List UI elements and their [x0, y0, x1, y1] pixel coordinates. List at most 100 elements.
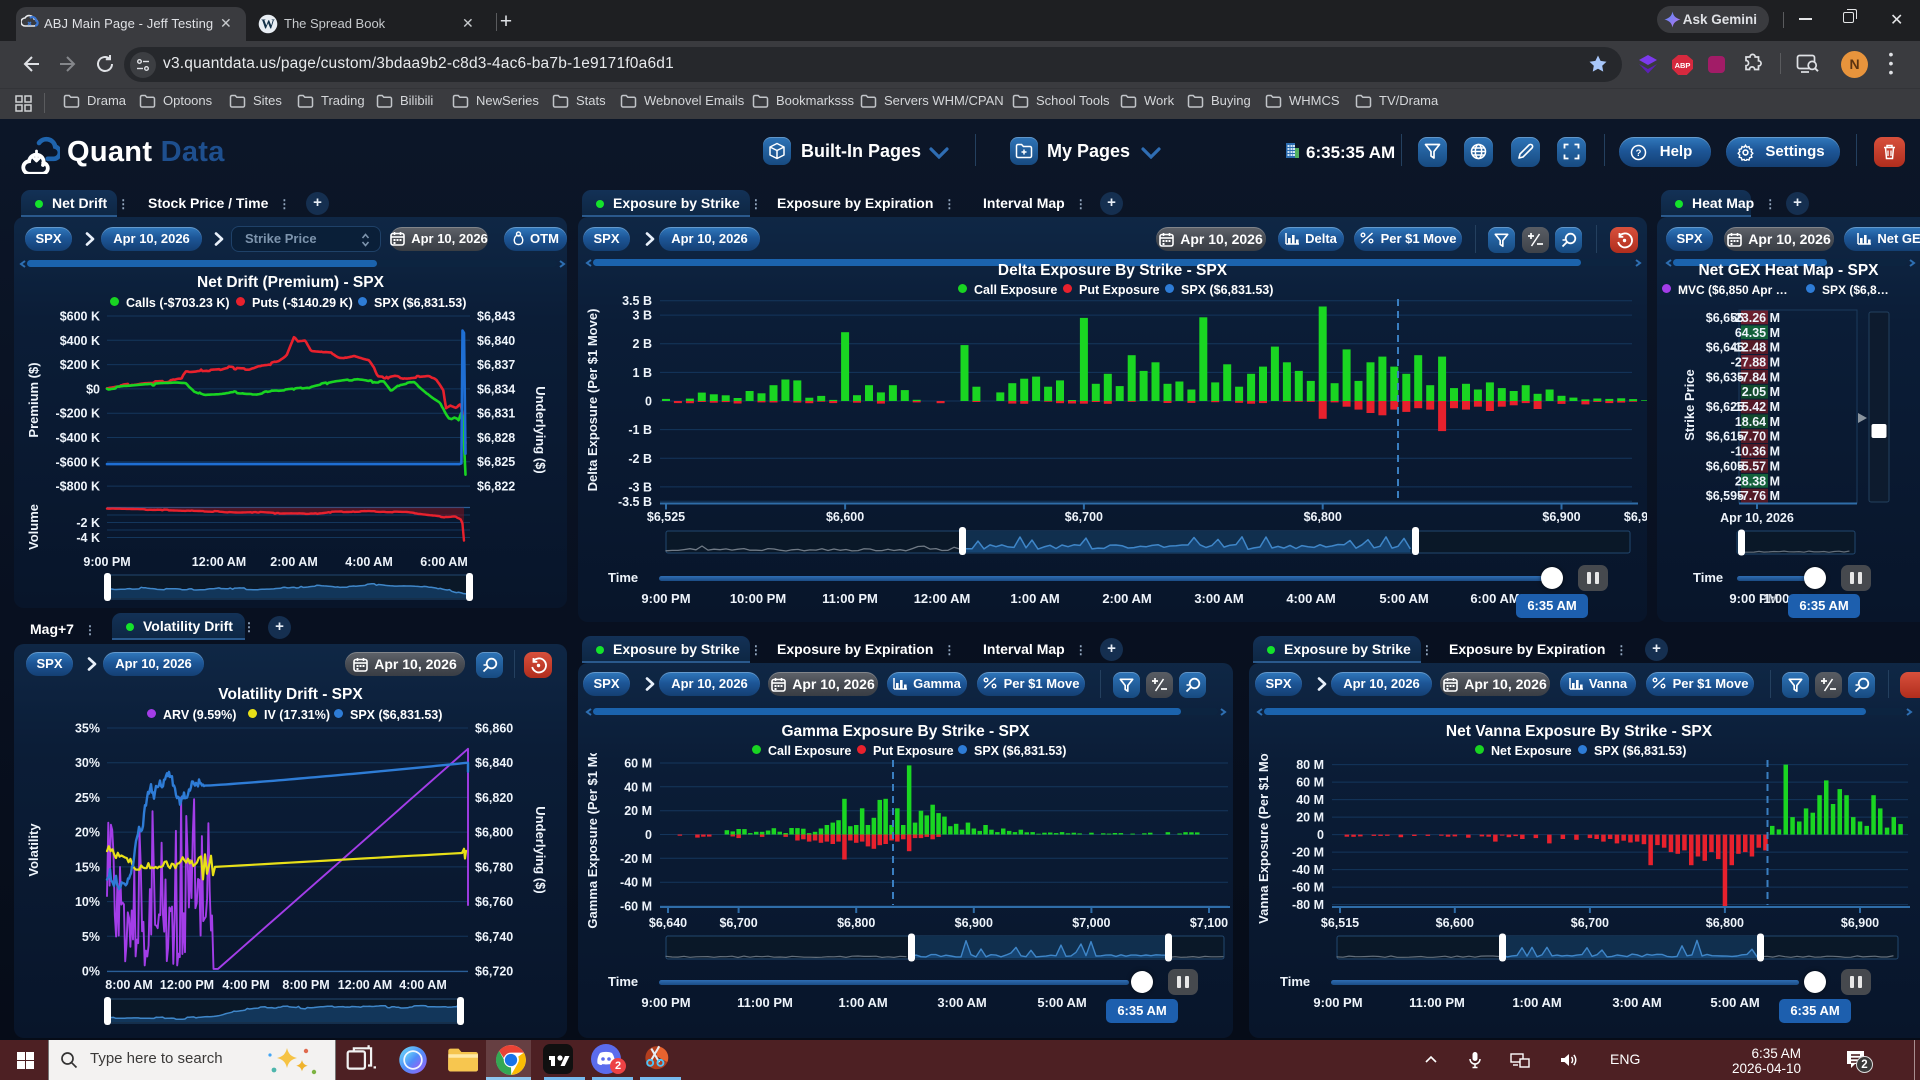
svg-text:3.5 B: 3.5 B	[622, 294, 652, 308]
svg-text:8:00 PM: 8:00 PM	[282, 978, 329, 992]
svg-text:0: 0	[645, 395, 652, 409]
svg-text:Underlying ($): Underlying ($)	[533, 806, 548, 893]
svg-text:$6,600: $6,600	[1436, 916, 1474, 930]
svg-text:$6,780: $6,780	[475, 860, 513, 874]
svg-text:30%: 30%	[75, 756, 100, 770]
svg-text:2.05 M: 2.05 M	[1742, 385, 1780, 399]
svg-text:4:00 AM: 4:00 AM	[399, 978, 446, 992]
svg-text:$6,625: $6,625	[1706, 400, 1744, 414]
svg-text:$6,900: $6,900	[955, 916, 993, 930]
svg-text:-3.5 B: -3.5 B	[618, 495, 652, 509]
svg-text:-20 M: -20 M	[620, 852, 652, 866]
svg-text:$6,595: $6,595	[1706, 489, 1744, 503]
svg-text:$6,525: $6,525	[647, 510, 685, 524]
svg-text:40 M: 40 M	[624, 780, 652, 794]
svg-text:Premium ($): Premium ($)	[26, 362, 41, 437]
svg-text:$6,645: $6,645	[1706, 341, 1744, 355]
svg-text:12:00 AM: 12:00 AM	[338, 978, 392, 992]
svg-text:Gamma Exposure (Per $1 Mov: Gamma Exposure (Per $1 Mov	[585, 753, 600, 929]
svg-text:-1 B: -1 B	[628, 423, 652, 437]
svg-text:20 M: 20 M	[1296, 811, 1324, 825]
svg-text:$6,700: $6,700	[1571, 916, 1609, 930]
svg-text:5%: 5%	[82, 930, 100, 944]
svg-text:40 M: 40 M	[1296, 793, 1324, 807]
svg-text:$6,843: $6,843	[477, 310, 515, 324]
svg-text:-$400 K: -$400 K	[56, 431, 100, 445]
svg-text:64.35 M: 64.35 M	[1735, 326, 1780, 340]
svg-text:Apr 10, 2026: Apr 10, 2026	[1720, 511, 1794, 525]
svg-text:4:00 AM: 4:00 AM	[345, 555, 392, 569]
svg-text:$7,000: $7,000	[1072, 916, 1110, 930]
svg-text:$6,900: $6,900	[1542, 510, 1580, 524]
svg-text:25%: 25%	[75, 791, 100, 805]
svg-text:12:00 PM: 12:00 PM	[160, 978, 214, 992]
svg-text:0: 0	[645, 828, 652, 842]
svg-text:0: 0	[1317, 828, 1324, 842]
svg-text:6:00 AM: 6:00 AM	[420, 555, 467, 569]
svg-text:$6,900: $6,900	[1841, 916, 1879, 930]
svg-text:$600 K: $600 K	[60, 310, 100, 324]
svg-text:10%: 10%	[75, 895, 100, 909]
svg-text:18.64 M: 18.64 M	[1735, 415, 1780, 429]
svg-text:$6,655: $6,655	[1706, 311, 1744, 325]
svg-text:$6,600: $6,600	[826, 510, 864, 524]
svg-text:Volatility: Volatility	[26, 823, 41, 877]
svg-text:-7.84 M: -7.84 M	[1738, 370, 1780, 384]
svg-text:-60 M: -60 M	[1292, 881, 1324, 895]
svg-text:$6,828: $6,828	[477, 431, 515, 445]
svg-text:-$800 K: -$800 K	[56, 480, 100, 494]
svg-text:-3 B: -3 B	[628, 480, 652, 494]
svg-text:ABP: ABP	[1675, 61, 1691, 70]
svg-text:20%: 20%	[75, 826, 100, 840]
svg-text:1 B: 1 B	[633, 366, 652, 380]
svg-text:-27.88 M: -27.88 M	[1731, 356, 1780, 370]
svg-text:$6,925: $6,925	[1624, 510, 1647, 524]
svg-text:-80 M: -80 M	[1292, 898, 1324, 912]
svg-text:Strike Price: Strike Price	[1682, 369, 1697, 441]
svg-text:-23.26 M: -23.26 M	[1731, 311, 1780, 325]
svg-text:$6,800: $6,800	[1706, 916, 1744, 930]
svg-text:15%: 15%	[75, 860, 100, 874]
svg-text:$6,605: $6,605	[1706, 459, 1744, 473]
svg-text:-60 M: -60 M	[620, 900, 652, 914]
svg-text:$6,840: $6,840	[477, 334, 515, 348]
svg-text:0%: 0%	[82, 965, 100, 979]
svg-text:35%: 35%	[75, 722, 100, 736]
svg-text:$7,100: $7,100	[1190, 916, 1228, 930]
svg-text:$6,760: $6,760	[475, 895, 513, 909]
svg-text:$6,822: $6,822	[477, 480, 515, 494]
svg-text:$6,840: $6,840	[475, 756, 513, 770]
svg-text:Volume: Volume	[26, 504, 41, 550]
svg-text:2 B: 2 B	[633, 337, 652, 351]
svg-text:Vanna Exposure (Per $1 Mov: Vanna Exposure (Per $1 Mov	[1256, 753, 1271, 924]
svg-text:$200 K: $200 K	[60, 358, 100, 372]
svg-text:28.38 M: 28.38 M	[1735, 474, 1780, 488]
svg-text:$6,820: $6,820	[475, 791, 513, 805]
svg-text:-$600 K: -$600 K	[56, 455, 100, 469]
svg-text:$6,860: $6,860	[475, 722, 513, 736]
svg-text:-2 K: -2 K	[76, 516, 100, 530]
svg-text:-7.76 M: -7.76 M	[1738, 489, 1780, 503]
svg-text:W: W	[261, 17, 275, 32]
svg-text:$6,834: $6,834	[477, 382, 515, 396]
svg-text:4:00 PM: 4:00 PM	[222, 978, 269, 992]
svg-text:-4 K: -4 K	[76, 531, 100, 545]
svg-text:$6,640: $6,640	[649, 916, 687, 930]
svg-text:-2 B: -2 B	[628, 452, 652, 466]
svg-text:$6,831: $6,831	[477, 407, 515, 421]
svg-text:$6,800: $6,800	[1304, 510, 1342, 524]
svg-text:60 M: 60 M	[1296, 776, 1324, 790]
svg-text:-$200 K: -$200 K	[56, 407, 100, 421]
svg-text:-40 M: -40 M	[1292, 863, 1324, 877]
svg-text:Underlying ($): Underlying ($)	[533, 386, 548, 473]
svg-text:2:00 AM: 2:00 AM	[270, 555, 317, 569]
svg-text:-5.57 M: -5.57 M	[1738, 459, 1780, 473]
svg-text:$6,800: $6,800	[837, 916, 875, 930]
svg-text:$6,700: $6,700	[1065, 510, 1103, 524]
svg-text:-12.48 M: -12.48 M	[1731, 341, 1780, 355]
svg-text:$6,825: $6,825	[477, 455, 515, 469]
svg-text:$6,837: $6,837	[477, 358, 515, 372]
svg-text:?: ?	[1636, 148, 1642, 159]
svg-text:8:00 AM: 8:00 AM	[105, 978, 152, 992]
svg-text:60 M: 60 M	[624, 757, 652, 771]
